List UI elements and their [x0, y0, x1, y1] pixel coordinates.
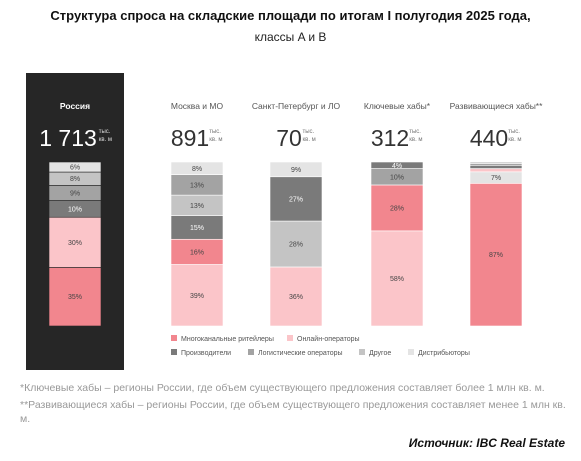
bar-segment [170, 264, 224, 327]
column-name: Ключевые хабы* [364, 101, 431, 111]
column-unit: кв. м [508, 137, 521, 143]
segment-label: 28% [289, 242, 303, 249]
bar-segment [469, 161, 523, 164]
bar-segment [269, 220, 323, 268]
source-note: Источник: IBC Real Estate [408, 436, 565, 450]
legend-swatch [408, 349, 414, 355]
legend-label: Производители [181, 350, 231, 357]
footnote-key-hubs: *Ключевые хабы – регионы России, где объ… [20, 382, 545, 394]
segment-label: 27% [289, 196, 303, 203]
segment-label: 13% [190, 203, 204, 210]
segment-label: 9% [291, 167, 301, 174]
column-name: Россия [60, 101, 90, 111]
legend-label: Логистические операторы [258, 350, 343, 357]
segment-label: 58% [390, 276, 404, 283]
segment-label: 87% [489, 252, 503, 259]
segment-label: 28% [390, 205, 404, 212]
segment-label: 10% [390, 174, 404, 181]
chart-title: Структура спроса на складские площади по… [50, 8, 531, 23]
legend-label: Дистрибьюторы [418, 349, 470, 357]
segment-label: 16% [190, 249, 204, 256]
segment-label: 6% [70, 165, 80, 172]
column-total: 70 [276, 125, 302, 151]
column-name: Санкт-Петербург и ЛО [252, 101, 341, 111]
column-total: 440 [470, 125, 508, 151]
legend-swatch [171, 335, 177, 341]
column-unit: кв. м [99, 137, 112, 143]
bar-segment [370, 161, 424, 169]
segment-label: 13% [190, 182, 204, 189]
footnote-developing-hubs: **Развивающиеся хабы – регионы России, г… [20, 399, 566, 425]
column-total: 312 [371, 125, 409, 151]
bar-segment [269, 176, 323, 222]
column-name: Развивающиеся хабы** [450, 101, 544, 111]
legend-swatch [248, 349, 254, 355]
segment-label: 7% [491, 175, 501, 182]
segment-label: 30% [68, 240, 82, 247]
segment-label: 10% [68, 206, 82, 213]
column-unit: тыс. [209, 129, 221, 135]
bar-segment [170, 161, 224, 175]
column-total: 891 [171, 125, 209, 151]
legend-swatch [171, 349, 177, 355]
bar-segment [370, 230, 424, 327]
bar-segment [469, 164, 523, 169]
column-unit: кв. м [303, 137, 316, 143]
legend-label: Многоканальные ритейлеры [181, 335, 274, 343]
column-unit: тыс. [409, 129, 421, 135]
legend-label: Другое [369, 350, 391, 357]
segment-label: 35% [68, 294, 82, 301]
legend-swatch [287, 335, 293, 341]
bar-segment [269, 266, 323, 327]
bar-segment [469, 168, 523, 173]
segment-label: 8% [192, 166, 202, 173]
column-unit: кв. м [409, 137, 422, 143]
bar-segment [170, 238, 224, 265]
column-unit: тыс. [99, 129, 111, 135]
column-name: Москва и МО [171, 101, 224, 111]
column-unit: тыс. [508, 129, 520, 135]
segment-label: 15% [190, 225, 204, 232]
column-unit: тыс. [303, 129, 315, 135]
column-total: 1 713 [39, 125, 97, 151]
legend-label: Онлайн-операторы [297, 335, 360, 343]
segment-label: 36% [289, 294, 303, 301]
bar-segment [48, 216, 102, 268]
segment-label: 4% [392, 163, 402, 170]
segment-label: 39% [190, 293, 204, 300]
column-unit: кв. м [209, 137, 222, 143]
legend-swatch [359, 349, 365, 355]
segment-label: 9% [70, 190, 80, 197]
bar-segment [370, 184, 424, 232]
bar-segment [48, 161, 102, 173]
bar-segment [269, 161, 323, 178]
bar-segment [469, 183, 523, 327]
segment-label: 8% [70, 176, 80, 183]
chart-subtitle: классы A и B [254, 30, 327, 44]
